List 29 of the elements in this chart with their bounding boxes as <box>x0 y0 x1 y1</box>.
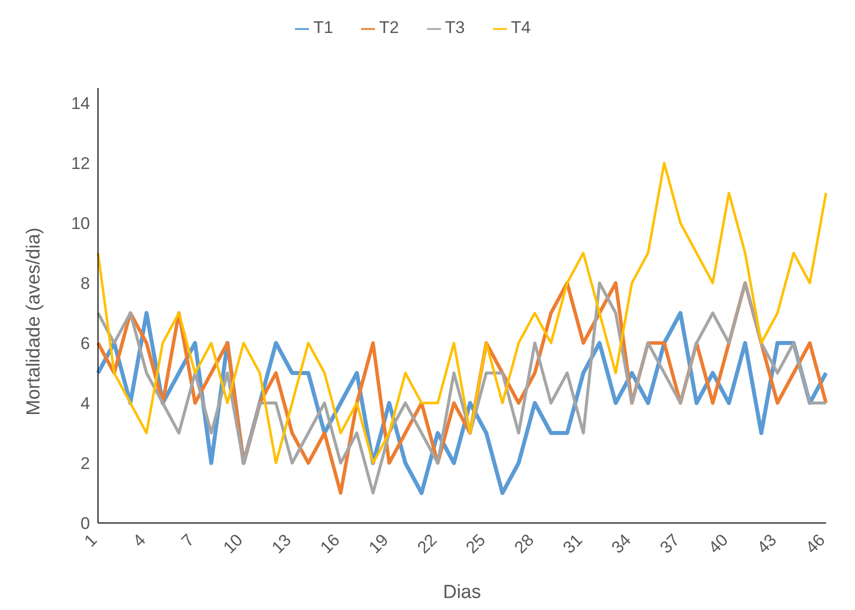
y-tick-label: 2 <box>80 454 90 474</box>
x-tick-label: 34 <box>608 530 635 558</box>
x-tick-label: 7 <box>178 530 198 551</box>
x-tick-label: 13 <box>268 530 295 558</box>
y-axis-title: Mortalidade (aves/dia) <box>24 228 45 416</box>
legend-label: T4 <box>510 18 531 37</box>
line-series <box>96 162 828 464</box>
y-tick-label: 12 <box>71 154 90 174</box>
y-tick-label: 10 <box>71 214 90 234</box>
y-tick-label: 4 <box>80 394 90 414</box>
x-tick-label: 10 <box>220 530 246 558</box>
y-tick-label: 6 <box>80 334 90 354</box>
legend-label: T2 <box>379 18 399 37</box>
legend-label: T1 <box>313 18 334 37</box>
x-tick-label: 28 <box>510 530 538 558</box>
y-tick-label: 14 <box>71 94 90 114</box>
x-tick-label: 19 <box>365 530 392 558</box>
legend-label: T3 <box>445 18 465 37</box>
x-tick-label: 40 <box>704 530 732 558</box>
y-tick-label: 8 <box>80 274 90 294</box>
x-tick-label: 43 <box>753 530 780 558</box>
x-tick-label: 22 <box>414 530 441 558</box>
x-tick-label: 31 <box>559 530 586 558</box>
x-tick-label: 4 <box>129 530 150 551</box>
x-axis-title: Dias <box>442 582 482 603</box>
x-tick-label: 37 <box>656 530 684 558</box>
x-tick-label: 25 <box>462 530 490 558</box>
x-tick-label: 16 <box>316 530 344 558</box>
x-tick-label: 46 <box>802 530 829 558</box>
